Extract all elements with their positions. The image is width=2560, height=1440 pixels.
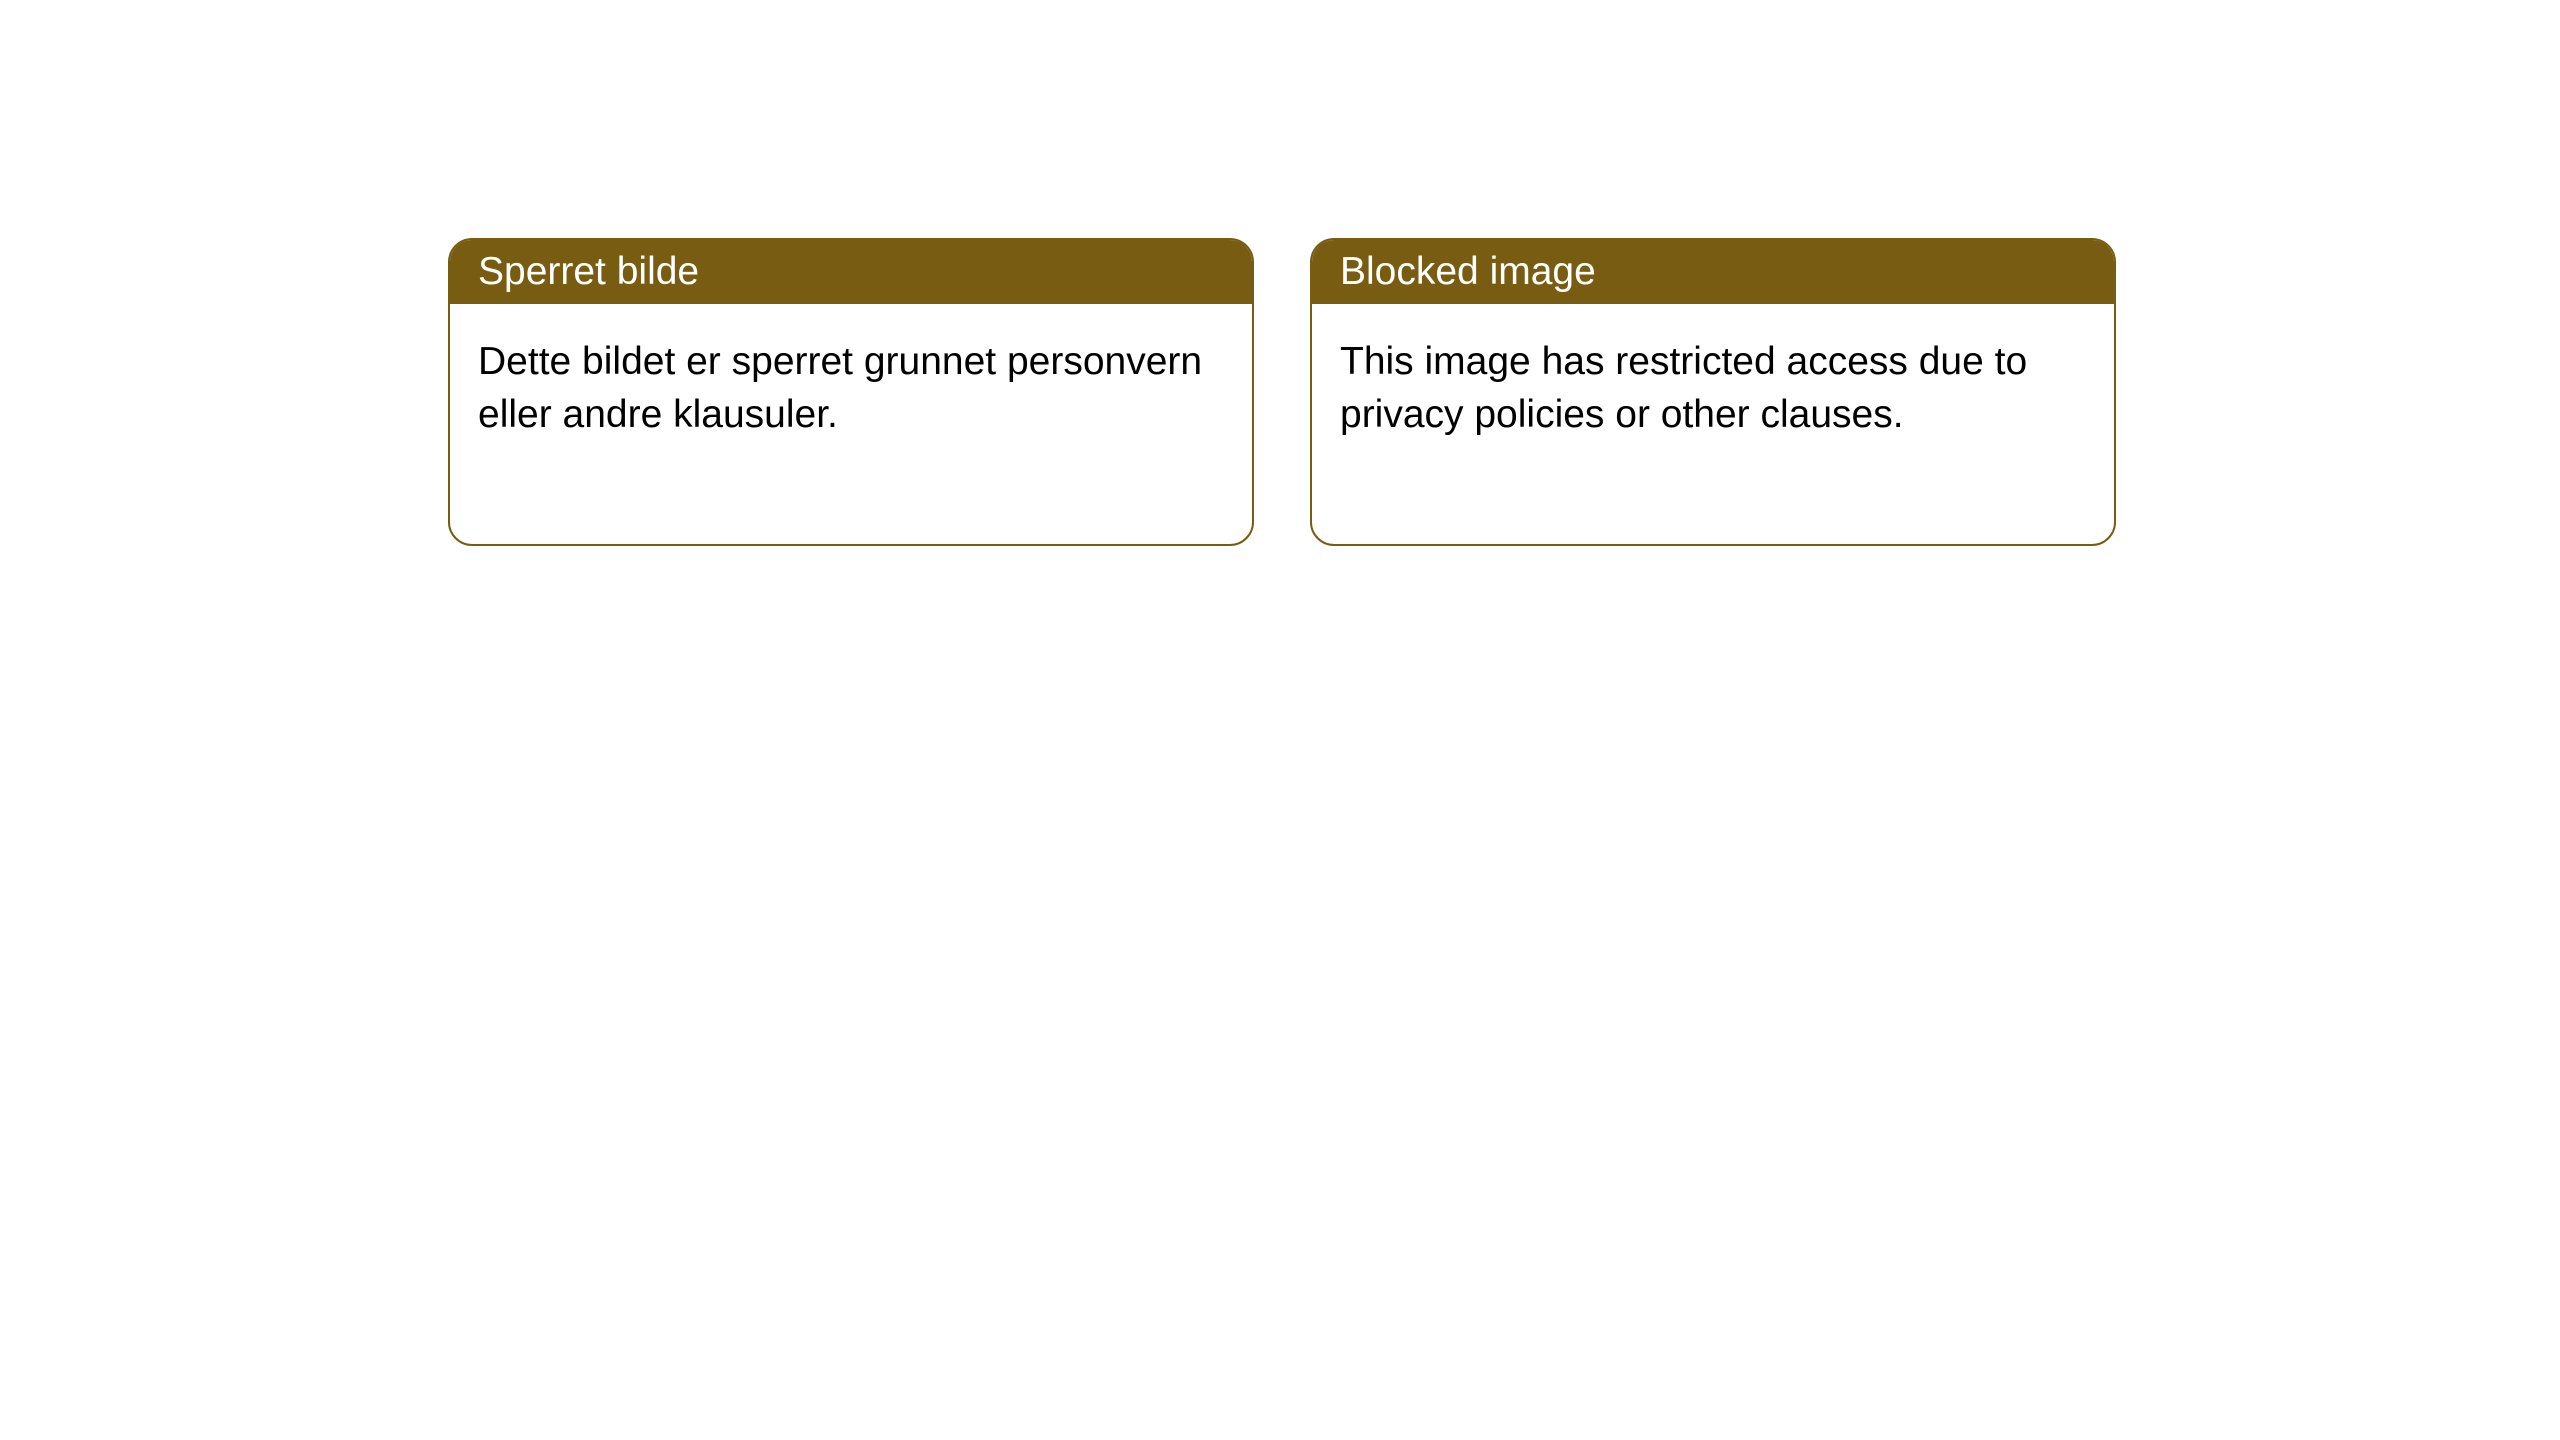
card-title: Blocked image [1340,250,1596,293]
notice-card-english: Blocked image This image has restricted … [1310,238,2116,546]
card-header: Sperret bilde [450,240,1252,304]
card-title: Sperret bilde [478,250,699,293]
card-body: Dette bildet er sperret grunnet personve… [450,304,1252,544]
card-header: Blocked image [1312,240,2114,304]
notice-card-norwegian: Sperret bilde Dette bildet er sperret gr… [448,238,1254,546]
card-body: This image has restricted access due to … [1312,304,2114,544]
card-body-text: Dette bildet er sperret grunnet personve… [478,340,1202,436]
notice-cards-container: Sperret bilde Dette bildet er sperret gr… [448,238,2116,546]
card-body-text: This image has restricted access due to … [1340,340,2027,436]
